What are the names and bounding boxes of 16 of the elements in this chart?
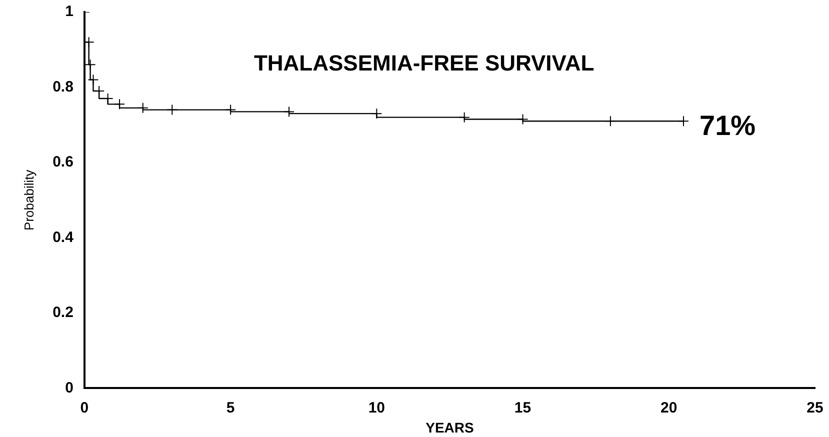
x-tick-label: 5 xyxy=(226,399,235,416)
x-tick-label: 10 xyxy=(368,399,386,416)
y-tick-label: 1 xyxy=(65,3,74,20)
x-tick-label: 20 xyxy=(660,399,678,416)
y-tick-label: 0.2 xyxy=(52,304,74,322)
x-tick-label: 0 xyxy=(80,399,89,416)
x-axis-title: YEARS xyxy=(426,419,474,436)
x-tick-label: 15 xyxy=(514,399,532,416)
annotation: THALASSEMIA-FREE SURVIVAL xyxy=(254,50,594,76)
x-tick-label: 25 xyxy=(806,399,824,416)
y-tick-label: 0.6 xyxy=(52,154,74,171)
y-tick-label: 0.4 xyxy=(52,228,74,246)
y-tick-label: 0 xyxy=(65,379,74,396)
y-tick-label: 0.8 xyxy=(52,78,74,96)
y-axis-title: Probability xyxy=(21,169,36,230)
annotation: 71% xyxy=(700,110,756,141)
